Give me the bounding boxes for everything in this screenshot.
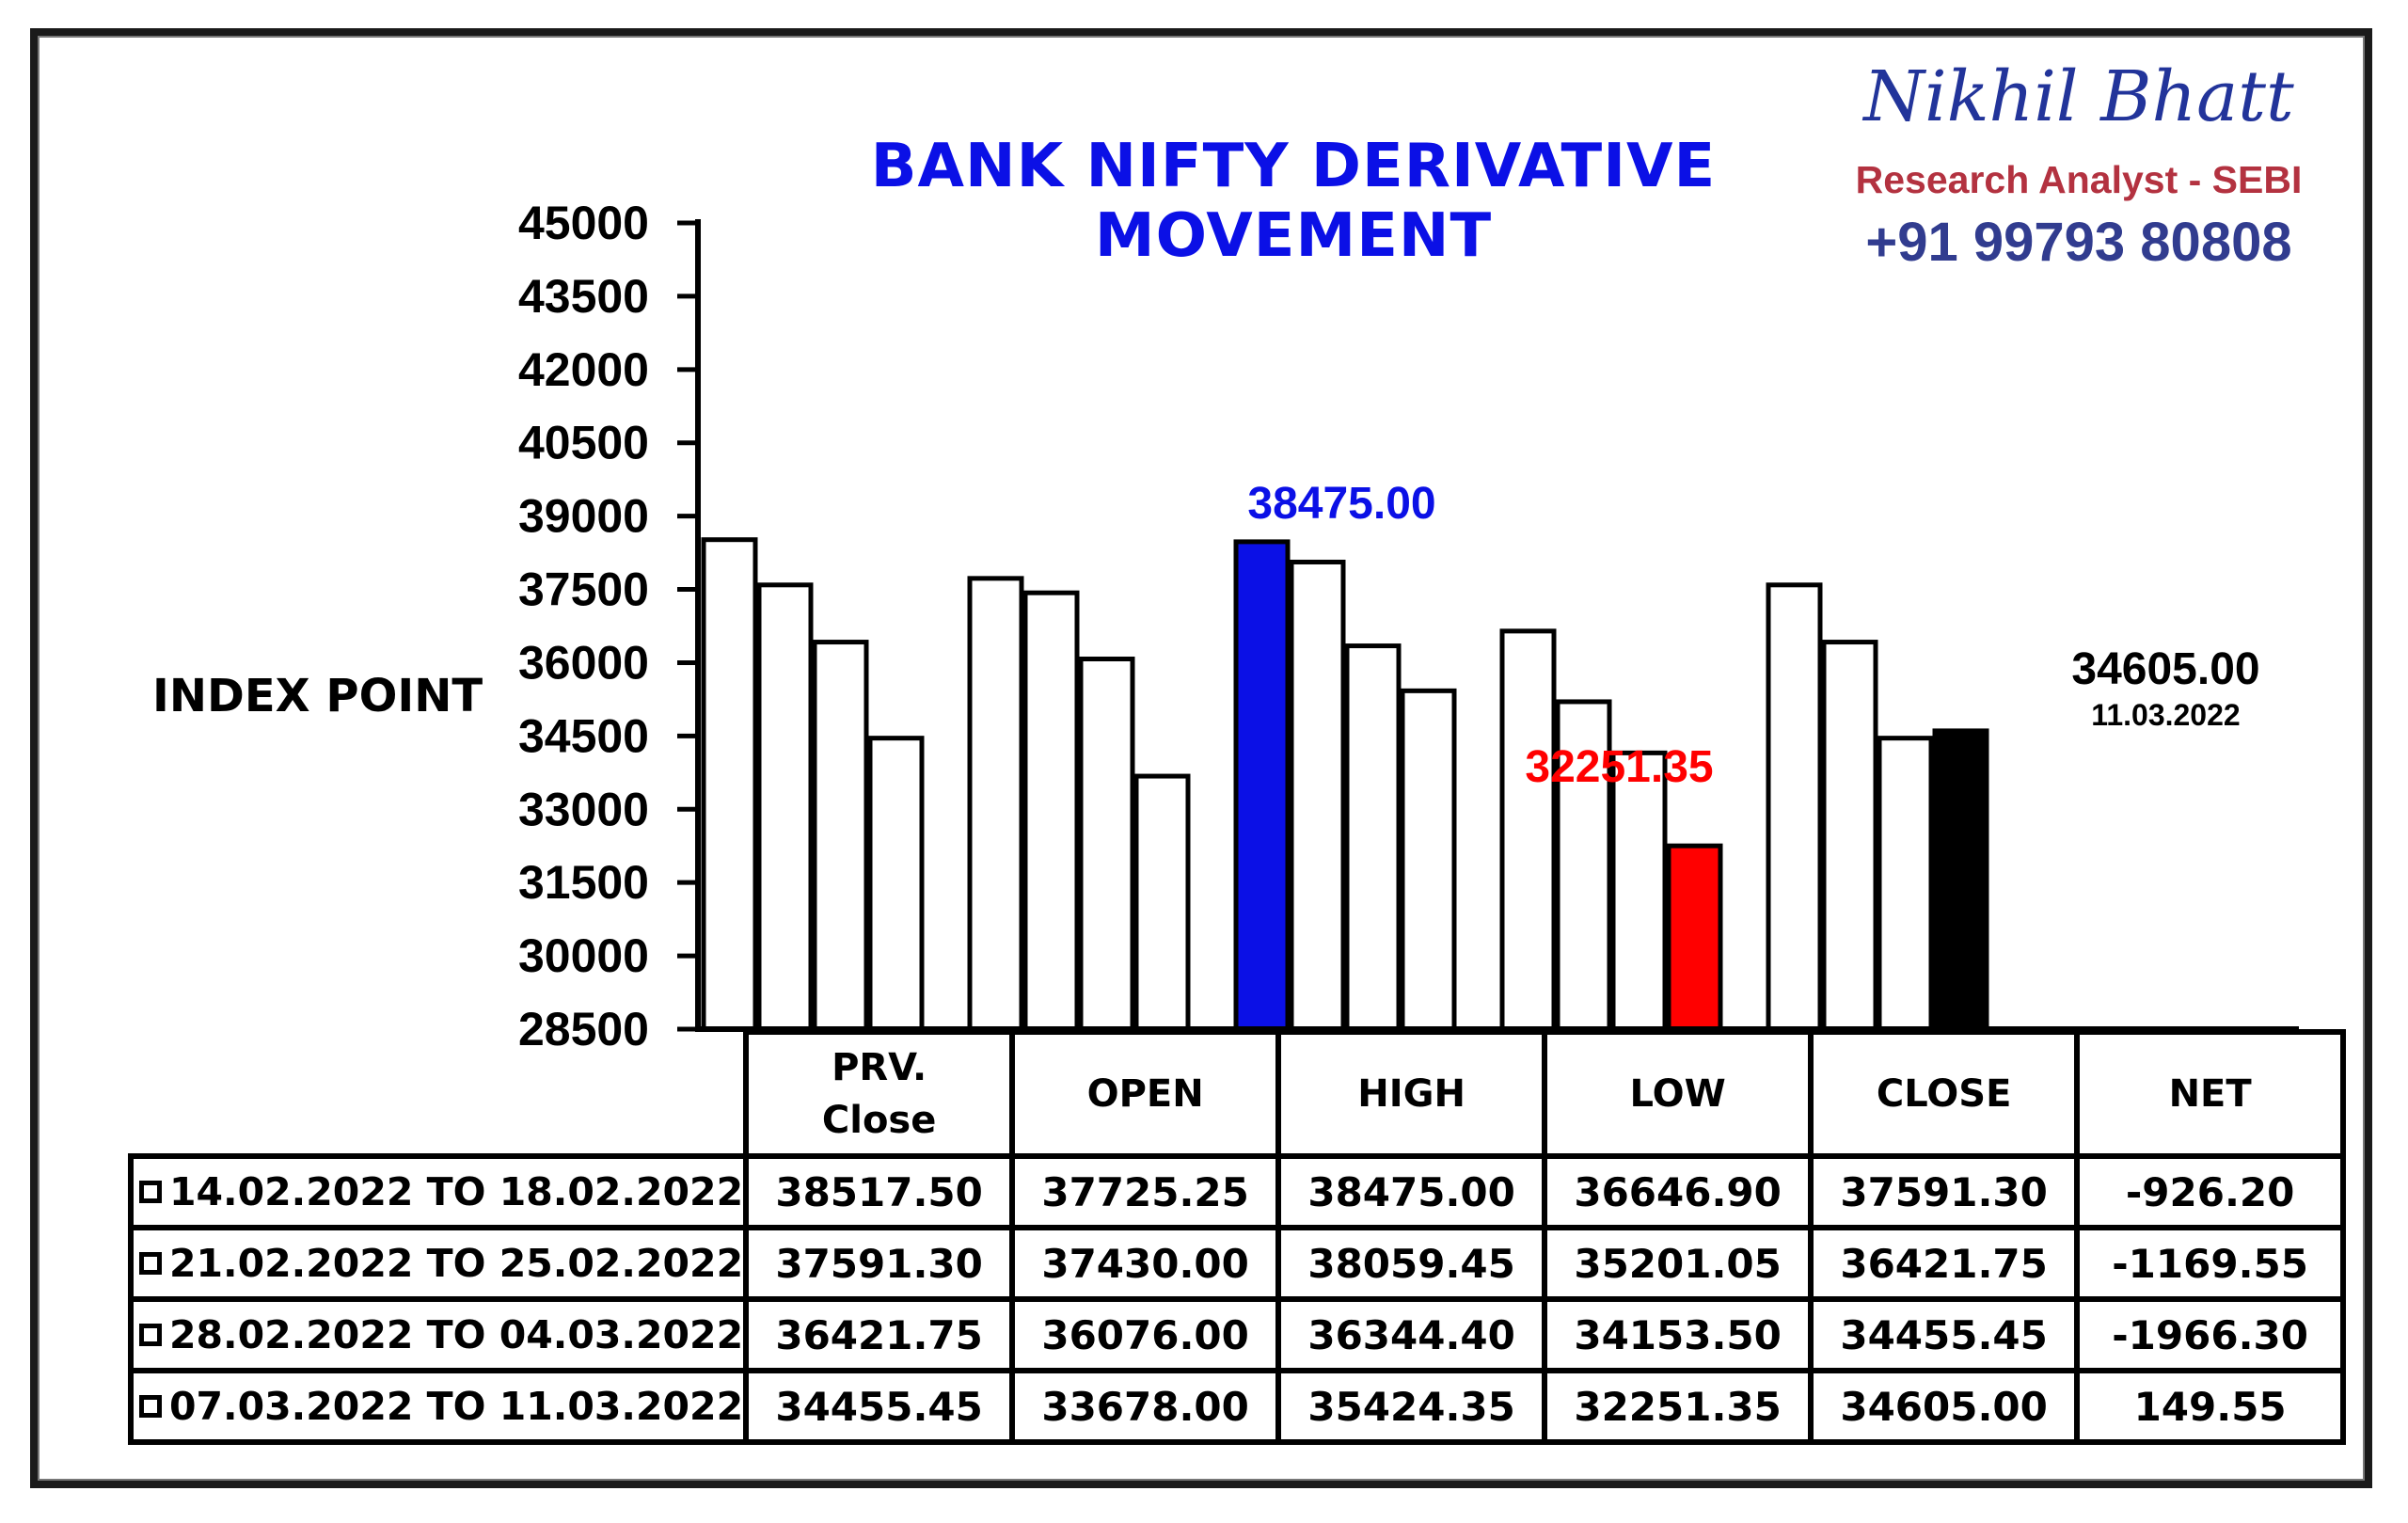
y-tick-label: 33000: [518, 783, 649, 835]
bar: [1344, 643, 1402, 1032]
table-cell: 37591.30: [1808, 1153, 2081, 1230]
table-cell: -926.20: [2074, 1153, 2347, 1230]
highlight-value-label: 38475.00: [1247, 479, 1435, 529]
bar: [1233, 539, 1291, 1032]
bar: [1821, 640, 1878, 1032]
bar: [1555, 699, 1612, 1032]
table-column-header: OPEN: [1009, 1029, 1282, 1159]
bar: [1133, 773, 1191, 1032]
table-cell: 34455.45: [743, 1368, 1016, 1445]
legend-square-icon: [139, 1395, 162, 1418]
y-tick-label: 30000: [518, 929, 649, 982]
y-tick-label: 34500: [518, 709, 649, 762]
bar: [867, 736, 925, 1032]
table-row: 07.03.2022 TO 11.03.2022 34455.45 33678.00…: [127, 1368, 2347, 1445]
bar: [812, 640, 869, 1032]
table-cell: 34605.00: [1808, 1368, 2081, 1445]
table-cell: 37725.25: [1009, 1153, 1282, 1230]
bar: [1022, 590, 1080, 1032]
row-period-label: 28.02.2022 TO 04.03.2022: [169, 1312, 744, 1357]
row-period: 28.02.2022 TO 04.03.2022: [127, 1296, 750, 1373]
bar: [1666, 843, 1723, 1032]
y-tick-label: 36000: [518, 636, 649, 689]
bar: [756, 582, 814, 1032]
table-cell: 36076.00: [1009, 1296, 1282, 1373]
row-period-label: 07.03.2022 TO 11.03.2022: [169, 1384, 744, 1429]
row-period: 07.03.2022 TO 11.03.2022: [127, 1368, 750, 1445]
highlight-date-label: 11.03.2022: [2091, 698, 2240, 732]
table-cell: 36344.40: [1275, 1296, 1548, 1373]
y-tick-label: 43500: [518, 270, 649, 323]
table-cell: 36421.75: [743, 1296, 1016, 1373]
data-table: PRV. Close OPEN HIGH LOW CLOSE NET 14.02.2022 …: [127, 1029, 2347, 1445]
chart-title: BANK NIFTY DERIVATIVE MOVEMENT: [870, 132, 1717, 271]
table-cell: 37591.30: [743, 1225, 1016, 1302]
table-cell: 37430.00: [1009, 1225, 1282, 1302]
y-tick-label: 39000: [518, 490, 649, 543]
table-column-header: PRV. Close: [743, 1029, 1016, 1159]
legend-square-icon: [139, 1324, 162, 1346]
bar: [1610, 750, 1668, 1032]
table-cell: 32251.35: [1542, 1368, 1814, 1445]
table-column-header: HIGH: [1275, 1029, 1548, 1159]
table-column-header: CLOSE: [1808, 1029, 2081, 1159]
y-tick-label: 42000: [518, 343, 649, 396]
bar: [1078, 657, 1135, 1032]
y-axis-label: INDEX POINT: [152, 670, 483, 722]
table-row: 14.02.2022 TO 18.02.2022 38517.50 37725.25…: [127, 1153, 2347, 1230]
brand-phone: +91 99793 80808: [1865, 212, 2292, 273]
inner-frame: [38, 36, 2365, 1481]
table-cell: 33678.00: [1009, 1368, 1282, 1445]
bar: [1932, 728, 1989, 1032]
legend-square-icon: [139, 1252, 162, 1275]
table-cell: -1966.30: [2074, 1296, 2347, 1373]
table-column-header: LOW: [1542, 1029, 1814, 1159]
row-period-label: 21.02.2022 TO 25.02.2022: [169, 1241, 744, 1286]
highlight-value-label: 34605.00: [2071, 644, 2259, 694]
y-tick-label: 40500: [518, 417, 649, 469]
table-cell: 35201.05: [1542, 1225, 1814, 1302]
table-cell: 38059.45: [1275, 1225, 1548, 1302]
y-tick-label: 37500: [518, 563, 649, 616]
bar: [967, 576, 1024, 1032]
bar: [1766, 582, 1823, 1032]
row-period: 14.02.2022 TO 18.02.2022: [127, 1153, 750, 1230]
bar: [1877, 736, 1934, 1032]
bar: [1289, 559, 1346, 1032]
legend-square-icon: [139, 1181, 162, 1203]
highlight-value-label: 32251.35: [1525, 742, 1713, 792]
table-cell: 38517.50: [743, 1153, 1016, 1230]
row-period: 21.02.2022 TO 25.02.2022: [127, 1225, 750, 1302]
row-period-label: 14.02.2022 TO 18.02.2022: [169, 1169, 744, 1214]
y-tick-label: 45000: [518, 197, 649, 249]
table-cell: 36646.90: [1542, 1153, 1814, 1230]
table-cell: 35424.35: [1275, 1368, 1548, 1445]
bar: [1400, 688, 1457, 1032]
bar: [701, 537, 758, 1032]
outer-frame: [30, 28, 2372, 1488]
table-cell: 34455.45: [1808, 1296, 2081, 1373]
brand-name: Nikhil Bhatt: [1863, 56, 2294, 137]
bar: [1499, 628, 1557, 1032]
table-column-header: NET: [2074, 1029, 2347, 1159]
brand-role: Research Analyst - SEBI: [1855, 158, 2303, 201]
y-tick-label: 31500: [518, 856, 649, 909]
table-cell: 149.55: [2074, 1368, 2347, 1445]
table-cell: -1169.55: [2074, 1225, 2347, 1302]
table-cell: 36421.75: [1808, 1225, 2081, 1302]
table-row: 21.02.2022 TO 25.02.2022 37591.30 37430.00…: [127, 1225, 2347, 1302]
table-cell: 38475.00: [1275, 1153, 1548, 1230]
table-row: 28.02.2022 TO 04.03.2022 36421.75 36076.00…: [127, 1296, 2347, 1373]
table-corner: [131, 1032, 750, 1159]
table-cell: 34153.50: [1542, 1296, 1814, 1373]
